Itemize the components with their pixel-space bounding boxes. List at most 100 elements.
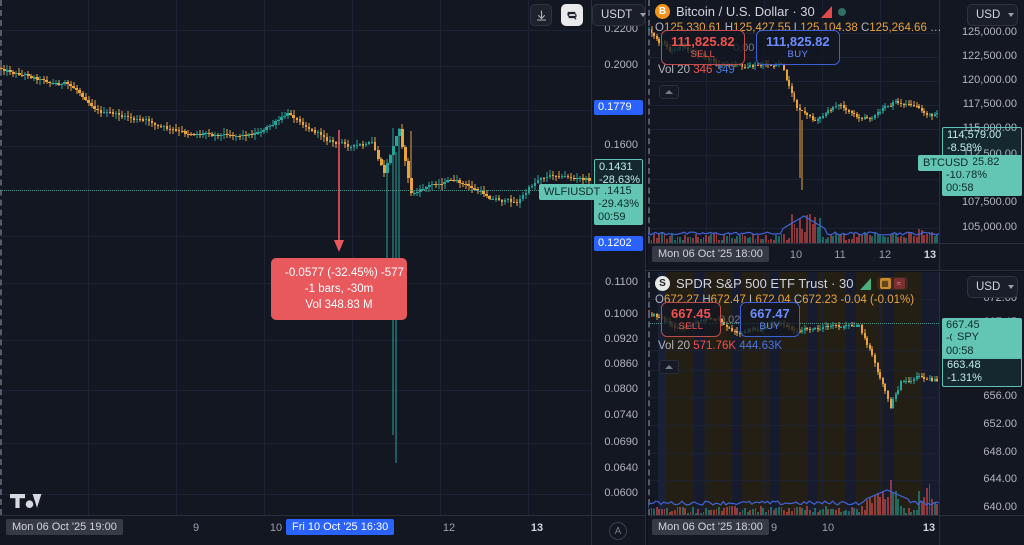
price-tag-line: 00:59	[598, 211, 626, 223]
candle-wick	[913, 101, 915, 108]
spy-buy-chip[interactable]: 667.47 BUY	[740, 302, 800, 337]
volume-bar	[868, 497, 871, 515]
candlestick	[801, 0, 804, 243]
left-chart-pane[interactable]	[0, 0, 591, 515]
volume-bar	[918, 490, 921, 515]
volume-bar	[889, 235, 892, 243]
candlestick	[349, 0, 353, 515]
candlestick	[897, 272, 900, 515]
candlestick	[428, 0, 431, 515]
volume-bar	[715, 508, 718, 515]
candle-body	[150, 120, 154, 124]
left-currency-selector[interactable]: USDT	[592, 4, 647, 26]
candle-body	[803, 327, 806, 331]
candle-body	[482, 190, 486, 194]
spy-volume-legend[interactable]: Vol 20 571.76K 444.63K	[658, 340, 782, 352]
candle-body	[340, 142, 344, 144]
spy-title-row[interactable]: S SPDR S&P 500 ETF Trust · 30 ▦ ≈	[655, 276, 914, 291]
candlestick	[819, 0, 822, 243]
candle-body	[894, 394, 897, 400]
candlestick	[910, 0, 913, 243]
candlestick	[811, 272, 814, 515]
candlestick	[102, 0, 106, 515]
volume-bar	[837, 234, 840, 243]
candle-wick	[564, 170, 566, 179]
candle-body	[738, 332, 741, 335]
time-tick: 12	[442, 522, 456, 534]
candle-wick	[459, 177, 461, 189]
candle-body	[123, 115, 127, 117]
download-icon[interactable]	[530, 4, 552, 26]
btc-currency-selector[interactable]: USD	[967, 4, 1018, 26]
red-flag-icon[interactable]	[820, 5, 832, 18]
candle-body	[48, 82, 51, 84]
time-tick: 11	[834, 249, 846, 261]
candlestick	[809, 0, 811, 243]
candlestick	[650, 272, 653, 515]
btc-title-row[interactable]: B Bitcoin / U.S. Dollar · 30	[655, 4, 942, 19]
candle-body	[262, 129, 265, 133]
candle-body	[78, 90, 81, 93]
candle-wick	[235, 134, 237, 141]
btc-ohlc-ellipsis[interactable]: …	[930, 22, 942, 34]
btc-buy-chip[interactable]: 111,825.82 BUY	[756, 30, 840, 65]
candlestick	[874, 0, 876, 243]
price-tick: 0.0800	[604, 383, 638, 395]
candlestick	[655, 272, 658, 515]
spy-collapse-button[interactable]	[659, 360, 679, 374]
volume-bar	[705, 508, 708, 515]
spy-time-scale[interactable]: Mon 06 Oct '25 18:00 9 10 13	[648, 515, 939, 545]
volume-bar	[840, 233, 843, 243]
btc-sell-chip[interactable]: 111,825.82 SELL	[661, 30, 745, 65]
volume-bar	[712, 510, 715, 515]
auto-scale-button[interactable]: A	[609, 522, 627, 540]
candle-body	[316, 131, 320, 134]
left-time-scale[interactable]: Mon 06 Oct '25 19:00 9 10 Fri 10 Oct '25 16…	[0, 515, 591, 545]
candle-body	[467, 184, 470, 186]
volume-bar	[848, 511, 850, 515]
candle-body	[36, 77, 39, 80]
volume-bar	[790, 213, 793, 243]
candle-body	[814, 328, 817, 330]
btc-time-scale[interactable]: Mon 06 Oct '25 18:00 10 11 12 13	[648, 243, 939, 270]
candle-body	[931, 113, 934, 117]
spy-currency-selector[interactable]: USD	[967, 276, 1018, 298]
replay-dot-icon[interactable]	[837, 7, 846, 16]
price-tag[interactable]: 114,579.00 -8.58%	[942, 127, 1022, 157]
right-pane-divider-horizontal[interactable]	[645, 270, 1024, 271]
candlestick	[881, 0, 884, 243]
candle-wick	[121, 110, 123, 120]
spy-price-scale[interactable]: 672.00667.45656.00652.00648.00644.00640.…	[939, 272, 1024, 515]
price-tag-line: -8.58%	[947, 142, 982, 154]
price-tag[interactable]: 0.1202	[594, 236, 643, 251]
btc-price-scale[interactable]: 125,000.00 122,500.00 120,000.00 117,500.00…	[939, 0, 1024, 243]
btc-buy-value: 111,825.82	[766, 34, 830, 49]
candle-body	[884, 383, 887, 391]
candlestick	[744, 0, 747, 243]
volume-bar	[902, 508, 905, 515]
volume-bar	[928, 232, 931, 243]
measurement-arrow-icon	[334, 130, 344, 252]
candle-body	[214, 134, 217, 136]
left-price-scale[interactable]: 0.22000.20000.16000.13000.11000.10000.09…	[591, 0, 645, 515]
market-status-badge[interactable]: ▦ ≈	[876, 277, 908, 290]
btc-symbol-tag: BTCUSD	[918, 155, 974, 171]
price-tag[interactable]: 663.48 -1.31%	[942, 357, 1022, 387]
price-tick: 652.00	[983, 418, 1017, 430]
sync-icon[interactable]	[561, 4, 583, 26]
btc-volume-legend[interactable]: Vol 20 346 349	[658, 64, 735, 76]
candle-body	[881, 378, 884, 384]
pane-divider-vertical[interactable]	[645, 0, 646, 545]
price-tag[interactable]: 0.1779	[594, 100, 643, 115]
volume-bar	[692, 507, 695, 515]
candle-body	[138, 119, 142, 121]
green-flag-icon[interactable]	[859, 277, 871, 290]
candle-body	[824, 112, 827, 117]
candle-body	[452, 180, 455, 182]
candlestick	[827, 272, 830, 515]
volume-bar	[915, 236, 918, 243]
volume-bar	[855, 508, 858, 515]
btc-collapse-button[interactable]	[659, 85, 679, 99]
candle-wick	[498, 195, 500, 202]
spy-sell-chip[interactable]: 667.45 SELL	[661, 302, 721, 337]
